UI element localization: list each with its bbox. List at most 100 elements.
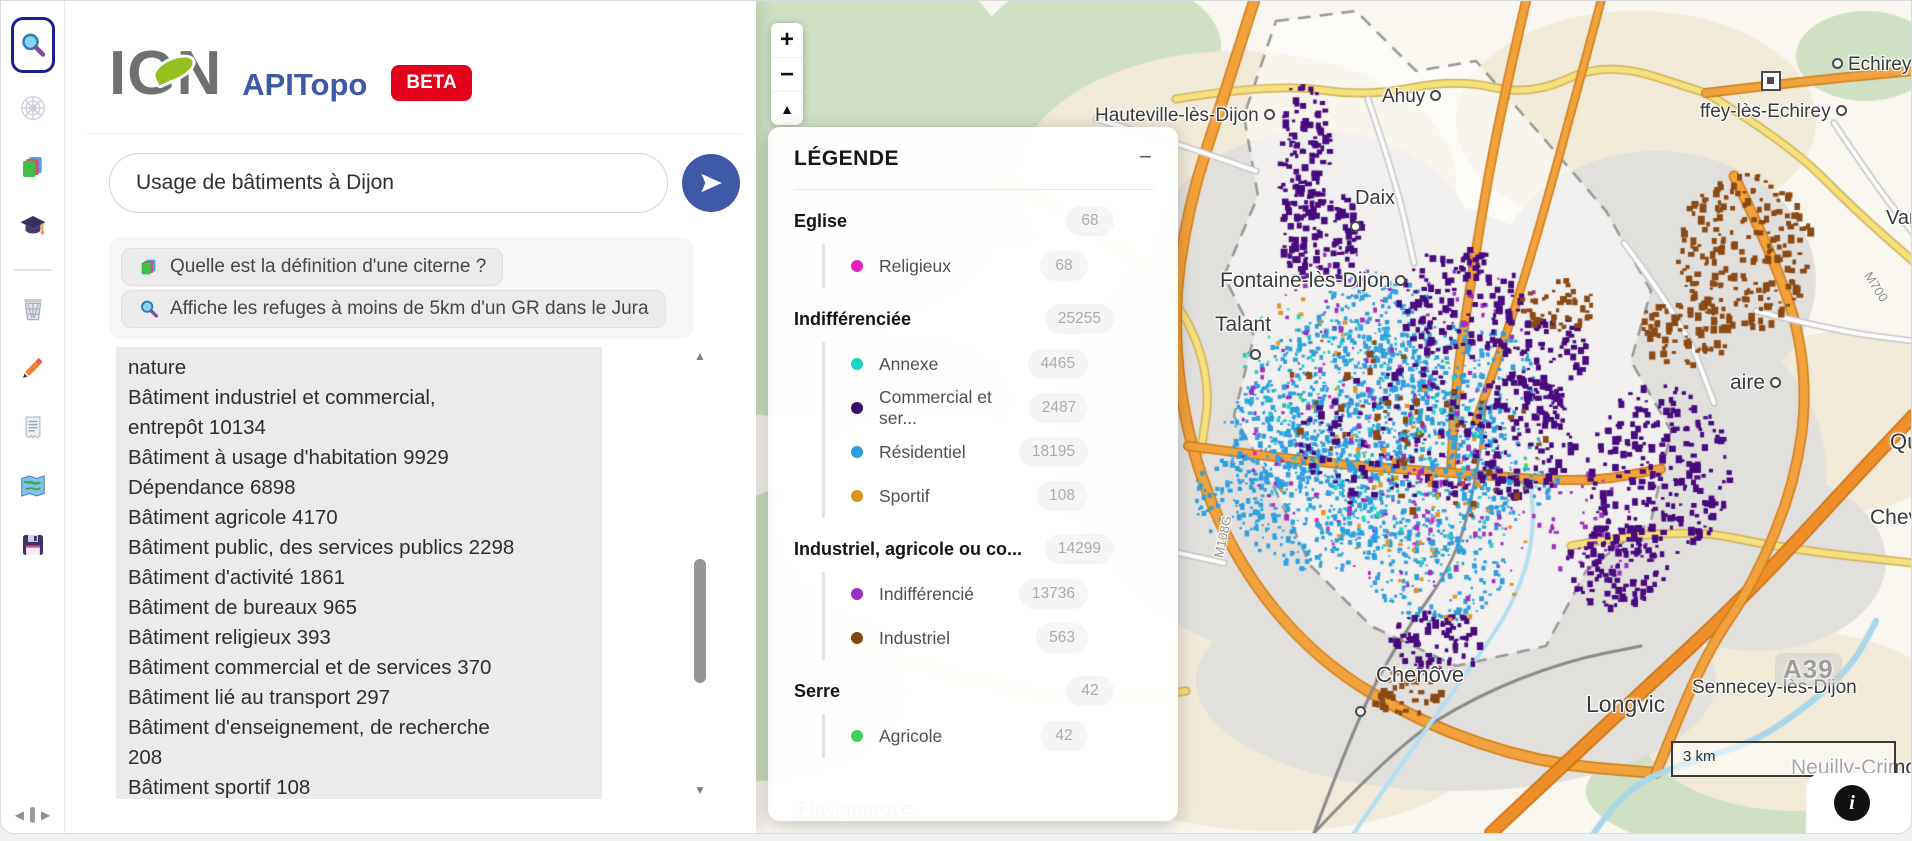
zoom-in-button[interactable]: +: [771, 23, 803, 57]
legend-color-dot: [851, 490, 863, 502]
legend-color-dot: [851, 588, 863, 600]
receipt-tool-button[interactable]: [11, 403, 55, 451]
legend-group-row[interactable]: Serre 42: [794, 668, 1154, 714]
town-marker-icon: [1395, 275, 1407, 286]
map-label: Daix: [1355, 187, 1396, 209]
town-marker-icon: [1263, 109, 1275, 120]
map-label: Hauteville-lès-Dijon: [1095, 105, 1280, 127]
legend-item-label: Commercial et ser...: [879, 387, 992, 428]
legend-group-count: 42: [1066, 676, 1114, 706]
map-label: Longvic: [1586, 691, 1666, 717]
layers-icon: [22, 157, 42, 177]
world-map-icon: [20, 475, 45, 497]
legend-item-row[interactable]: Sportif 108: [825, 474, 1154, 518]
pager-prev-icon[interactable]: ◀: [14, 808, 24, 822]
search-input[interactable]: [109, 153, 668, 213]
legend-group-count: 25255: [1044, 304, 1114, 334]
suggestion-chip-citerne[interactable]: Quelle est la définition d'une citerne ?: [121, 248, 504, 286]
legend-item-count: 108: [1036, 481, 1088, 511]
pager-next-icon[interactable]: ▶: [41, 808, 51, 822]
legend-group-row[interactable]: Indifférenciée 25255: [794, 296, 1154, 342]
result-line: Bâtiment d'enseignement, de recherche: [128, 716, 490, 739]
receipt-icon: [25, 416, 40, 439]
legend-color-dot: [851, 632, 863, 644]
legend-items: Religieux 68: [822, 244, 1154, 288]
left-panel: IGN APITopo BETA Quelle est la: [65, 1, 756, 833]
result-line: Bâtiment agricole 4170: [128, 506, 338, 529]
legend-item-row[interactable]: Indifférencié 13736: [825, 572, 1154, 616]
map-label: Echirey: [1827, 54, 1911, 76]
control-collapse-button[interactable]: ▲: [771, 91, 803, 125]
pager-handle[interactable]: [30, 807, 35, 823]
network-tool-button[interactable]: [11, 84, 55, 132]
legend-item-row[interactable]: Annexe 4465: [825, 342, 1154, 386]
legend-item-row[interactable]: Commercial et ser... 2487: [825, 386, 1154, 430]
map-tool-button[interactable]: [11, 462, 55, 510]
map-label: Que: [1890, 429, 1911, 454]
legend-item-row[interactable]: Industriel 563: [825, 616, 1154, 660]
result-line: nature: [128, 356, 187, 379]
legend-group-row[interactable]: Eglise 68: [794, 198, 1154, 244]
zoom-out-button[interactable]: −: [771, 57, 803, 91]
scale-bar: 3 km: [1671, 741, 1896, 777]
learn-tool-button[interactable]: [11, 202, 55, 250]
result-line: Bâtiment commercial et de services 370: [128, 656, 492, 679]
legend-group-label: Indifférenciée: [794, 308, 912, 329]
spider-web-icon: [20, 96, 45, 120]
ign-logo: IGN: [109, 43, 222, 105]
layers-tool-button[interactable]: [11, 143, 55, 191]
map-label: Fontaine-lès-Dijon: [1220, 269, 1411, 293]
scale-label: 3 km: [1683, 748, 1716, 765]
map-label: Chenôve: [1376, 662, 1465, 687]
layers-icon: [141, 259, 156, 275]
result-line: Bâtiment de bureaux 965: [128, 596, 358, 619]
legend-group-label: Industriel, agricole ou co...: [794, 538, 1023, 559]
legend-item-row[interactable]: Résidentiel 18195: [825, 430, 1154, 474]
save-tool-button[interactable]: [11, 521, 55, 569]
result-line: Bâtiment à usage d'habitation 9929: [128, 446, 449, 469]
legend-item-count: 563: [1036, 623, 1088, 653]
legend-item-row[interactable]: Religieux 68: [825, 244, 1154, 288]
pencil-icon: [22, 358, 42, 378]
results-text[interactable]: nature Bâtiment industriel et commercial,…: [116, 347, 602, 799]
result-line: Bâtiment sportif 108: [128, 776, 311, 799]
send-button[interactable]: [682, 154, 740, 212]
search-tool-button[interactable]: [10, 17, 55, 73]
edit-tool-button[interactable]: [11, 344, 55, 392]
legend-color-dot: [851, 260, 863, 272]
scroll-down-icon[interactable]: ▼: [694, 783, 706, 797]
legend-color-dot: [851, 402, 863, 414]
results-scrollbar[interactable]: ▲ ▼: [692, 347, 708, 799]
result-line: Bâtiment public, des services publics 22…: [128, 536, 515, 559]
legend-group-count: 68: [1066, 206, 1114, 236]
result-line: Bâtiment industriel et commercial,: [128, 386, 436, 409]
legend-minimize-button[interactable]: −: [1133, 145, 1158, 169]
graduation-cap-icon: [20, 216, 45, 235]
legend-item-count: 42: [1040, 721, 1088, 751]
result-line: Bâtiment lié au transport 297: [128, 686, 391, 709]
magnifier-icon: [21, 33, 45, 57]
rail-pager: ◀ ▶: [15, 807, 50, 823]
delete-tool-button[interactable]: [11, 285, 55, 333]
suggestion-chip-refuges[interactable]: Affiche les refuges à moins de 5km d'un …: [121, 290, 666, 328]
legend-item-row[interactable]: Agricole 42: [825, 714, 1154, 758]
result-line: 208: [128, 746, 163, 769]
legend-group-count: 14299: [1044, 534, 1114, 564]
legend-item-label: Résidentiel: [879, 441, 966, 462]
zoom-control: + − ▲: [771, 23, 803, 125]
header-divider: [87, 133, 742, 134]
town-marker-icon: [1430, 90, 1442, 101]
scrollbar-thumb[interactable]: [694, 559, 706, 683]
legend-divider: [794, 189, 1154, 190]
legend-group-row[interactable]: Industriel, agricole ou co... 14299: [794, 526, 1154, 572]
map-label: ffey-lès-Echirey: [1700, 101, 1852, 123]
legend-color-dot: [851, 730, 863, 742]
beta-badge: BETA: [391, 65, 472, 101]
town-marker-icon: [1350, 221, 1361, 232]
result-line: Dépendance 6898: [128, 476, 296, 499]
suggestion-label: Affiche les refuges à moins de 5km d'un …: [170, 298, 649, 319]
info-button[interactable]: i: [1834, 785, 1870, 821]
map-area: Hauteville-lès-Dijon Ahuy Echirey ffey-lès-…: [756, 1, 1911, 833]
scroll-up-icon[interactable]: ▲: [694, 349, 706, 363]
